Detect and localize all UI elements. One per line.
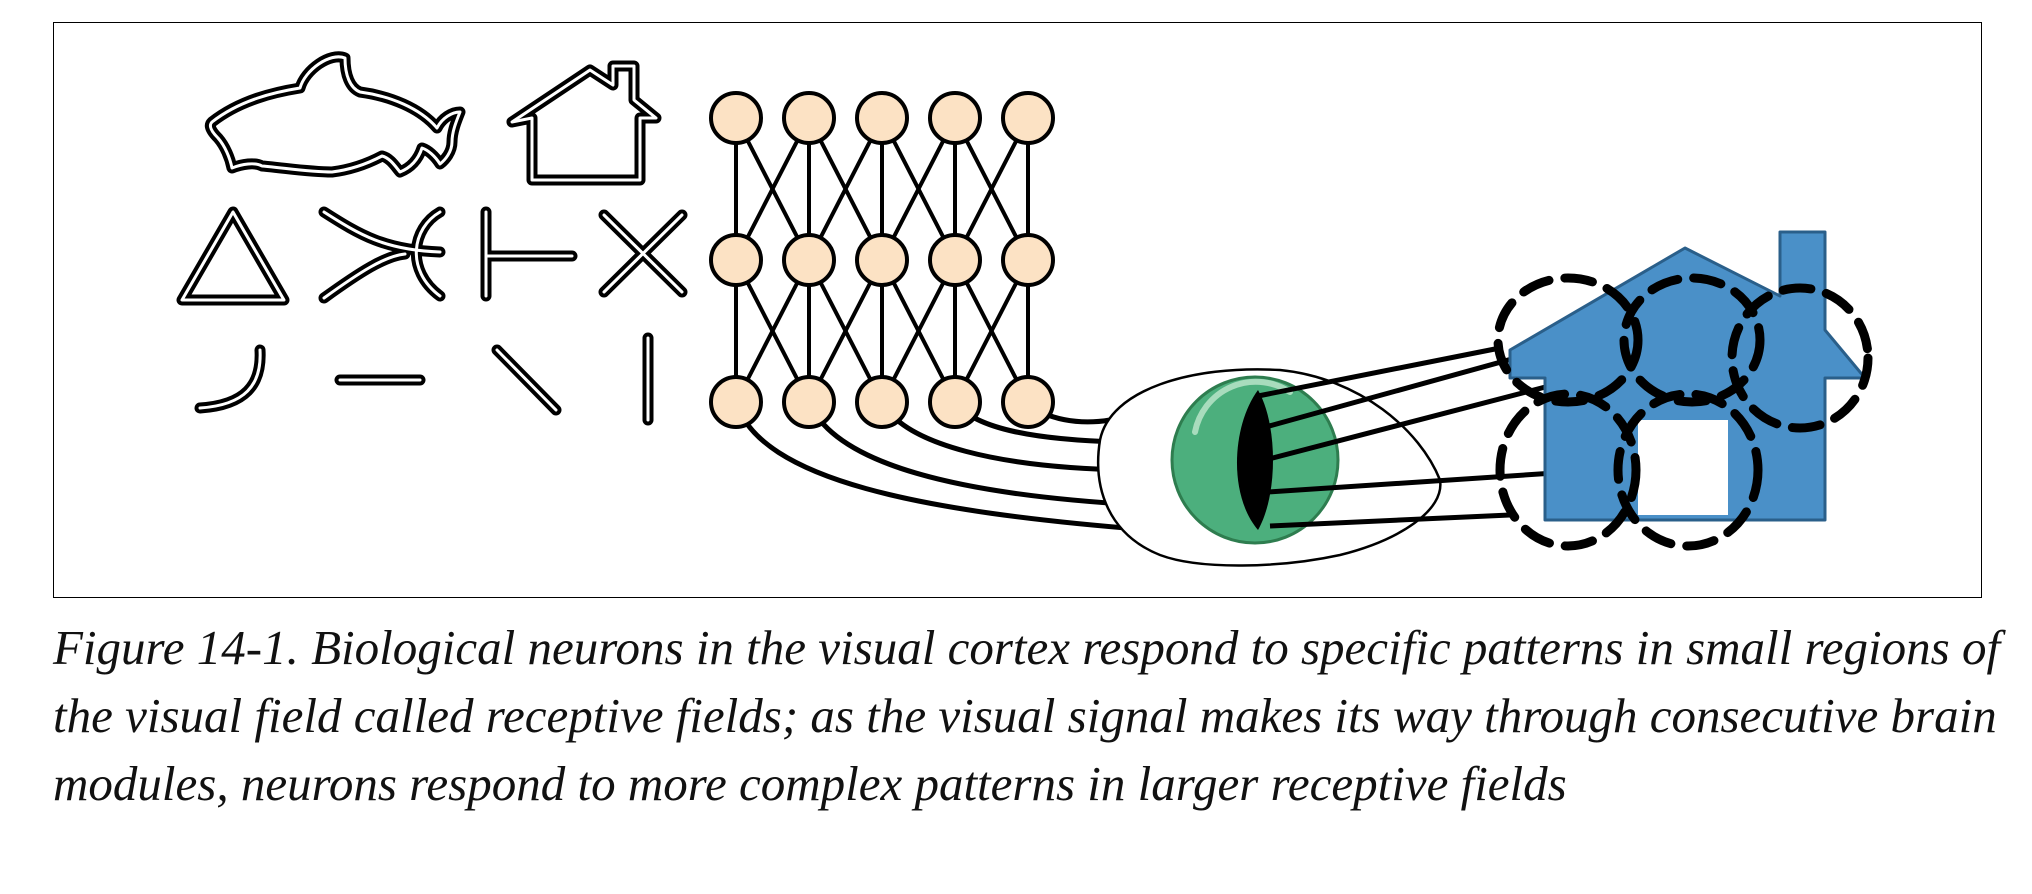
receptive-field (1613, 389, 1763, 551)
receptive-fields (1493, 273, 1873, 551)
eye-highlight (1192, 378, 1293, 435)
neuron (855, 233, 909, 287)
diagonal-line-icon (491, 344, 562, 416)
curve-icon (194, 344, 266, 414)
neuron-grid (709, 91, 1055, 429)
cross-icon (598, 209, 688, 298)
arcs-icon (318, 206, 446, 304)
eye-icon (1096, 368, 1442, 567)
neuron (1001, 375, 1055, 429)
neuron (928, 91, 982, 145)
house-outline-icon (506, 60, 662, 186)
neuron (782, 91, 836, 145)
triangle-icon (176, 206, 290, 306)
neuron (709, 233, 763, 287)
neuron (855, 375, 909, 429)
house-scene (1493, 230, 1873, 551)
neuron (782, 233, 836, 287)
shark-icon (204, 51, 466, 178)
receptive-field (1495, 389, 1641, 551)
figure-caption: Figure 14-1. Biological neurons in the v… (53, 620, 2001, 811)
neuron (928, 375, 982, 429)
neuron (928, 233, 982, 287)
receptive-field (1619, 273, 1765, 407)
neuron (709, 91, 763, 145)
house-window (1638, 420, 1728, 515)
neuron (1001, 233, 1055, 287)
neuron (855, 91, 909, 145)
pattern-icons (176, 51, 688, 426)
neuron (782, 375, 836, 429)
t-junction-icon (480, 206, 578, 302)
neuron (1001, 91, 1055, 145)
receptive-field (1493, 273, 1643, 407)
visual-cortex-diagram (176, 51, 1873, 567)
neuron (709, 375, 763, 429)
receptive-field (1727, 283, 1873, 433)
